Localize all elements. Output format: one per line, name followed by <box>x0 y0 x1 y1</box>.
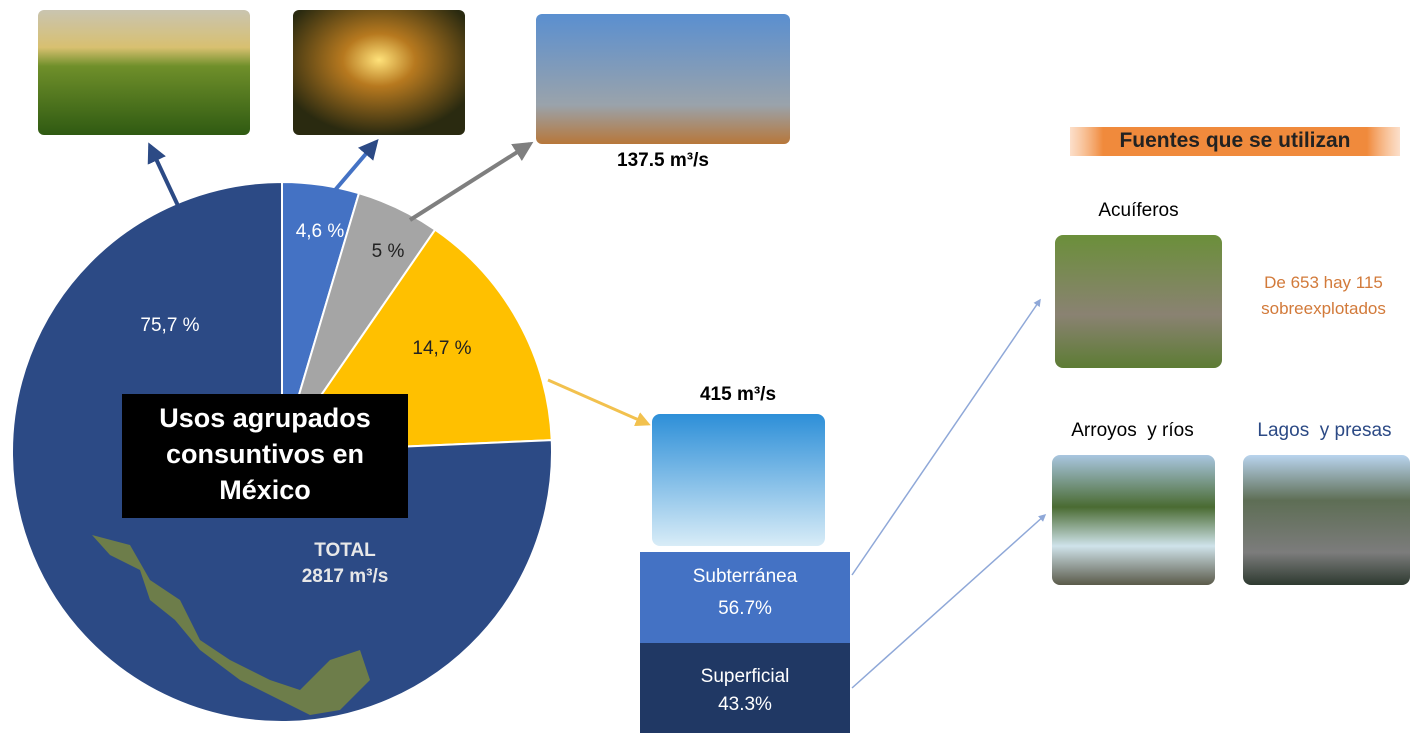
sources-title: Fuentes que se utilizan <box>1119 129 1351 152</box>
public-flow: 415 m³/s <box>699 384 777 405</box>
image-well <box>1055 235 1222 368</box>
split-label: Subterránea <box>692 566 798 587</box>
split-value: 43.3% <box>718 694 772 715</box>
data-label: 4,6 % <box>296 221 345 242</box>
split-value: 56.7% <box>718 598 772 619</box>
title-bg <box>1070 127 1400 156</box>
source-note: De 653 hay 115 sobreexplotados <box>1261 273 1386 318</box>
data-label: 5 % <box>372 241 405 262</box>
arrow <box>147 142 182 211</box>
image-agriculture <box>38 10 250 135</box>
source-label: Lagos y presas <box>1257 420 1392 441</box>
box-superficial <box>640 643 850 733</box>
image-energy <box>293 10 465 135</box>
data-label: 75,7 % <box>140 315 199 336</box>
arrow <box>328 138 379 198</box>
split-label: Superficial <box>700 666 790 687</box>
industry-flow: 137.5 m³/s <box>617 150 709 171</box>
image-dam <box>1243 455 1410 585</box>
image-river <box>1052 455 1215 585</box>
box-subterranea <box>640 552 850 643</box>
total-label: TOTAL <box>314 540 376 561</box>
source-label: Arroyos y ríos <box>1071 420 1194 441</box>
map-mexico <box>92 535 370 715</box>
image-industry <box>536 14 790 144</box>
arrow <box>547 378 651 427</box>
arrow <box>408 141 534 222</box>
source-label: Acuíferos <box>1098 200 1179 221</box>
data-label: 14,7 % <box>412 338 471 359</box>
total-value: 2817 m³/s <box>301 566 389 587</box>
center-box: Usos agrupados consuntivos en México <box>159 403 371 505</box>
arrow <box>851 298 1041 576</box>
center-box-bg <box>122 394 408 518</box>
image-faucet <box>652 414 825 546</box>
arrow <box>851 513 1047 689</box>
